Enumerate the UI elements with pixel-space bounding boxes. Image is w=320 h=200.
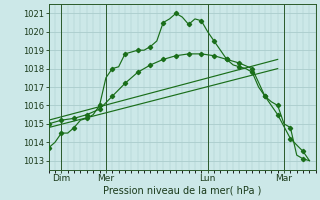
X-axis label: Pression niveau de la mer( hPa ): Pression niveau de la mer( hPa ) bbox=[103, 186, 261, 196]
